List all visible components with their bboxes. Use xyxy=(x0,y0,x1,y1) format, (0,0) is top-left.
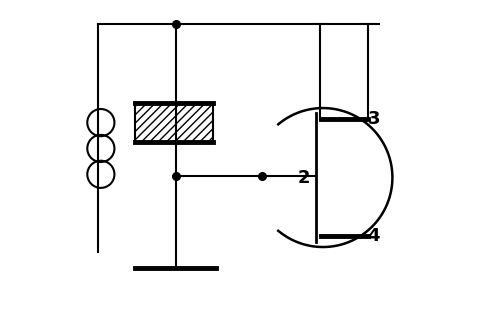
Bar xyxy=(135,103,213,142)
Text: 2: 2 xyxy=(297,169,309,186)
Text: 4: 4 xyxy=(367,227,379,245)
Text: 3: 3 xyxy=(367,111,379,128)
